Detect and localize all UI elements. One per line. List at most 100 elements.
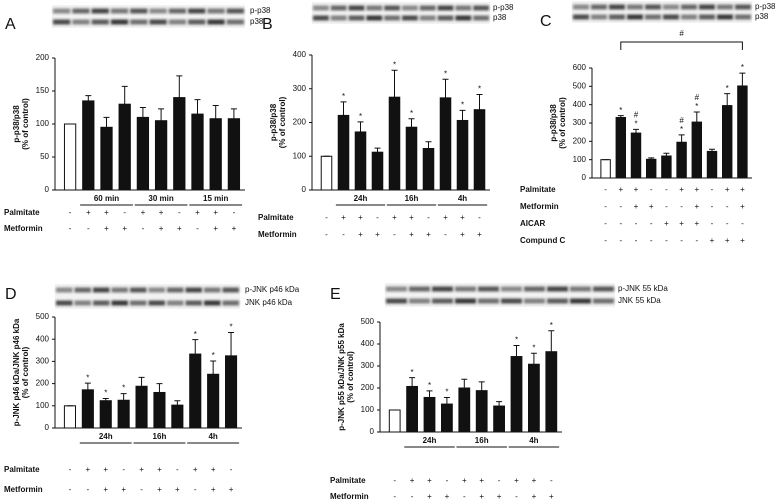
condition-sign: - — [515, 492, 518, 501]
y-tick-label: 0 — [45, 423, 50, 432]
condition-sign: - — [123, 208, 126, 217]
bar — [406, 385, 418, 433]
y-tick-label: 500 — [361, 317, 375, 326]
y-axis-label: (% of control) — [21, 346, 30, 398]
significance-mark: * — [619, 106, 622, 115]
blot-band — [591, 14, 607, 20]
blot-band — [455, 286, 476, 292]
bar — [630, 132, 642, 179]
y-tick-label: 200 — [36, 53, 50, 62]
error-bar — [478, 381, 485, 391]
significance-mark: * — [410, 109, 413, 118]
blot-label: JNK p46 kDa — [245, 298, 293, 307]
blot-band — [735, 4, 751, 10]
condition-sign: + — [634, 185, 639, 194]
condition-label: Metformin — [4, 485, 43, 494]
condition-sign: + — [159, 208, 164, 217]
condition-sign: + — [358, 213, 363, 222]
condition-sign: + — [392, 213, 397, 222]
y-tick-label: 100 — [36, 119, 50, 128]
y-tick-label: 0 — [302, 185, 307, 194]
blot-band — [717, 14, 733, 20]
blot-band — [130, 8, 148, 14]
blot-band — [386, 286, 407, 292]
group-label: 4h — [458, 194, 467, 203]
significance-mark: * — [194, 330, 197, 339]
blot-band — [313, 5, 329, 11]
blot-band — [524, 286, 545, 292]
blot-band — [681, 4, 697, 10]
bar — [63, 123, 77, 191]
y-tick-label: 200 — [361, 383, 375, 392]
error-bar — [663, 152, 670, 156]
blot-band — [609, 4, 625, 10]
blot-band — [473, 5, 489, 11]
error-bar — [693, 111, 700, 123]
condition-label: Metformin — [520, 202, 559, 211]
blot-band — [72, 19, 90, 25]
blot-band — [593, 298, 614, 304]
condition-label: Palmitate — [258, 213, 294, 222]
condition-sign: + — [462, 476, 467, 485]
bar — [63, 405, 76, 429]
blot-band — [204, 300, 221, 306]
error-bar — [548, 330, 555, 352]
bar — [661, 155, 672, 179]
blot-band — [330, 15, 347, 21]
bracket — [620, 41, 743, 50]
condition-label: Compund C — [520, 236, 566, 245]
condition-sign: - — [711, 185, 714, 194]
blot-band — [149, 8, 167, 14]
blot-band — [74, 287, 91, 293]
blot-band — [681, 14, 697, 20]
condition-sign: - — [411, 492, 414, 501]
blot-band — [419, 15, 436, 21]
blot-band — [93, 287, 110, 293]
bar — [371, 151, 384, 191]
panel-letter: C — [540, 13, 552, 30]
condition-sign: + — [649, 202, 654, 211]
error-bar — [139, 107, 146, 118]
condition-sign: - — [176, 465, 179, 474]
significance-mark: * — [212, 351, 215, 360]
condition-sign: + — [740, 185, 745, 194]
condition-sign: + — [213, 208, 218, 217]
blot-band — [111, 287, 128, 293]
condition-sign: + — [694, 202, 699, 211]
group-label: 24h — [99, 432, 113, 441]
condition-sign: + — [618, 185, 623, 194]
error-bar — [102, 397, 109, 401]
bar — [456, 119, 469, 191]
bar — [645, 158, 657, 179]
error-bar — [617, 115, 624, 118]
condition-sign: + — [104, 224, 109, 233]
condition-label: AICAR — [520, 219, 546, 228]
condition-sign: - — [140, 485, 143, 494]
blot-band — [437, 15, 454, 21]
condition-sign: - — [665, 185, 668, 194]
blot-band — [432, 286, 453, 292]
condition-sign: - — [604, 185, 607, 194]
blot-band — [167, 287, 184, 293]
error-bar — [724, 93, 731, 106]
condition-sign: - — [619, 219, 622, 228]
blot-background — [52, 5, 245, 28]
condition-sign: - — [444, 230, 447, 239]
condition-sign: - — [325, 213, 328, 222]
condition-label: Palmitate — [4, 208, 40, 217]
bar — [207, 373, 220, 429]
blot-band — [330, 5, 347, 11]
y-tick-label: 400 — [573, 100, 587, 109]
y-tick-label: 200 — [573, 136, 587, 145]
error-bar — [530, 352, 537, 365]
condition-sign: - — [619, 236, 622, 245]
y-axis-label: p-p38/p38 — [549, 104, 558, 142]
blot-band — [524, 298, 545, 304]
y-tick-label: 300 — [36, 357, 50, 366]
y-axis-label: p-JNK p46 kDa/JNK p46 kDa — [12, 318, 21, 426]
error-bar — [461, 378, 468, 388]
western-blot — [385, 283, 615, 307]
bar — [135, 385, 148, 429]
blot-band — [573, 14, 589, 20]
